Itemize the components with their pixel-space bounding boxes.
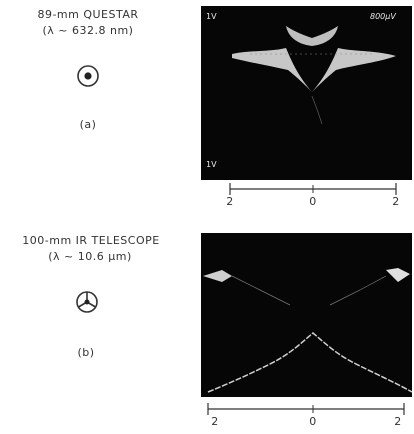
aperture-spider-icon xyxy=(77,292,97,312)
axis-a-tick-left: 2 xyxy=(224,195,236,208)
axis-b xyxy=(208,403,404,415)
axis-a-tick-center: 0 xyxy=(307,195,319,208)
axis-a-tick-right: 2 xyxy=(390,195,402,208)
ir-telescope-title: 100-mm IR TELESCOPE xyxy=(0,234,182,247)
aperture-circle-icon xyxy=(78,66,98,86)
axis-b-tick-right: 2 xyxy=(392,415,404,428)
scope-panel-a xyxy=(201,6,412,180)
scope-a-bottom-left: 1V xyxy=(206,160,217,169)
scope-panel-b xyxy=(201,233,412,397)
axis-b-tick-center: 0 xyxy=(307,415,319,428)
axis-b-tick-left: 2 xyxy=(209,415,221,428)
ir-telescope-wavelength: (λ ~ 10.6 μm) xyxy=(10,250,170,263)
questar-label: (a) xyxy=(68,118,108,131)
scope-a-top-left: 1V xyxy=(206,12,217,21)
scope-a-top-right: 800μV xyxy=(370,12,396,21)
ir-telescope-label: (b) xyxy=(66,346,106,359)
axis-a xyxy=(230,183,396,195)
